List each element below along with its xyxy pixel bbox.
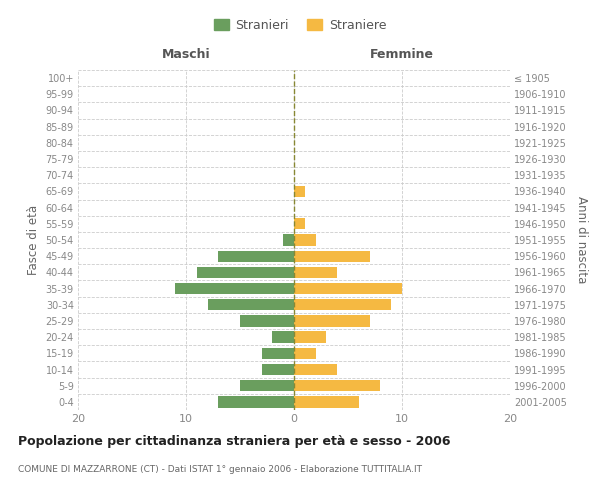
Bar bbox=[294, 218, 305, 230]
Bar bbox=[272, 332, 294, 343]
Bar bbox=[294, 266, 337, 278]
Text: Femmine: Femmine bbox=[370, 48, 434, 62]
Bar bbox=[208, 299, 294, 310]
Y-axis label: Anni di nascita: Anni di nascita bbox=[575, 196, 589, 284]
Bar bbox=[218, 396, 294, 407]
Bar bbox=[294, 234, 316, 246]
Bar bbox=[294, 316, 370, 326]
Bar bbox=[175, 283, 294, 294]
Bar bbox=[197, 266, 294, 278]
Bar bbox=[218, 250, 294, 262]
Text: COMUNE DI MAZZARRONE (CT) - Dati ISTAT 1° gennaio 2006 - Elaborazione TUTTITALIA: COMUNE DI MAZZARRONE (CT) - Dati ISTAT 1… bbox=[18, 465, 422, 474]
Bar bbox=[294, 332, 326, 343]
Bar bbox=[262, 364, 294, 375]
Bar bbox=[283, 234, 294, 246]
Bar bbox=[240, 316, 294, 326]
Bar bbox=[294, 250, 370, 262]
Text: Popolazione per cittadinanza straniera per età e sesso - 2006: Popolazione per cittadinanza straniera p… bbox=[18, 435, 451, 448]
Bar bbox=[294, 186, 305, 197]
Bar bbox=[294, 364, 337, 375]
Bar bbox=[294, 348, 316, 359]
Bar bbox=[294, 283, 402, 294]
Bar bbox=[294, 396, 359, 407]
Y-axis label: Fasce di età: Fasce di età bbox=[27, 205, 40, 275]
Legend: Stranieri, Straniere: Stranieri, Straniere bbox=[209, 14, 391, 37]
Text: Maschi: Maschi bbox=[161, 48, 211, 62]
Bar bbox=[294, 380, 380, 392]
Bar bbox=[262, 348, 294, 359]
Bar bbox=[294, 299, 391, 310]
Bar bbox=[240, 380, 294, 392]
